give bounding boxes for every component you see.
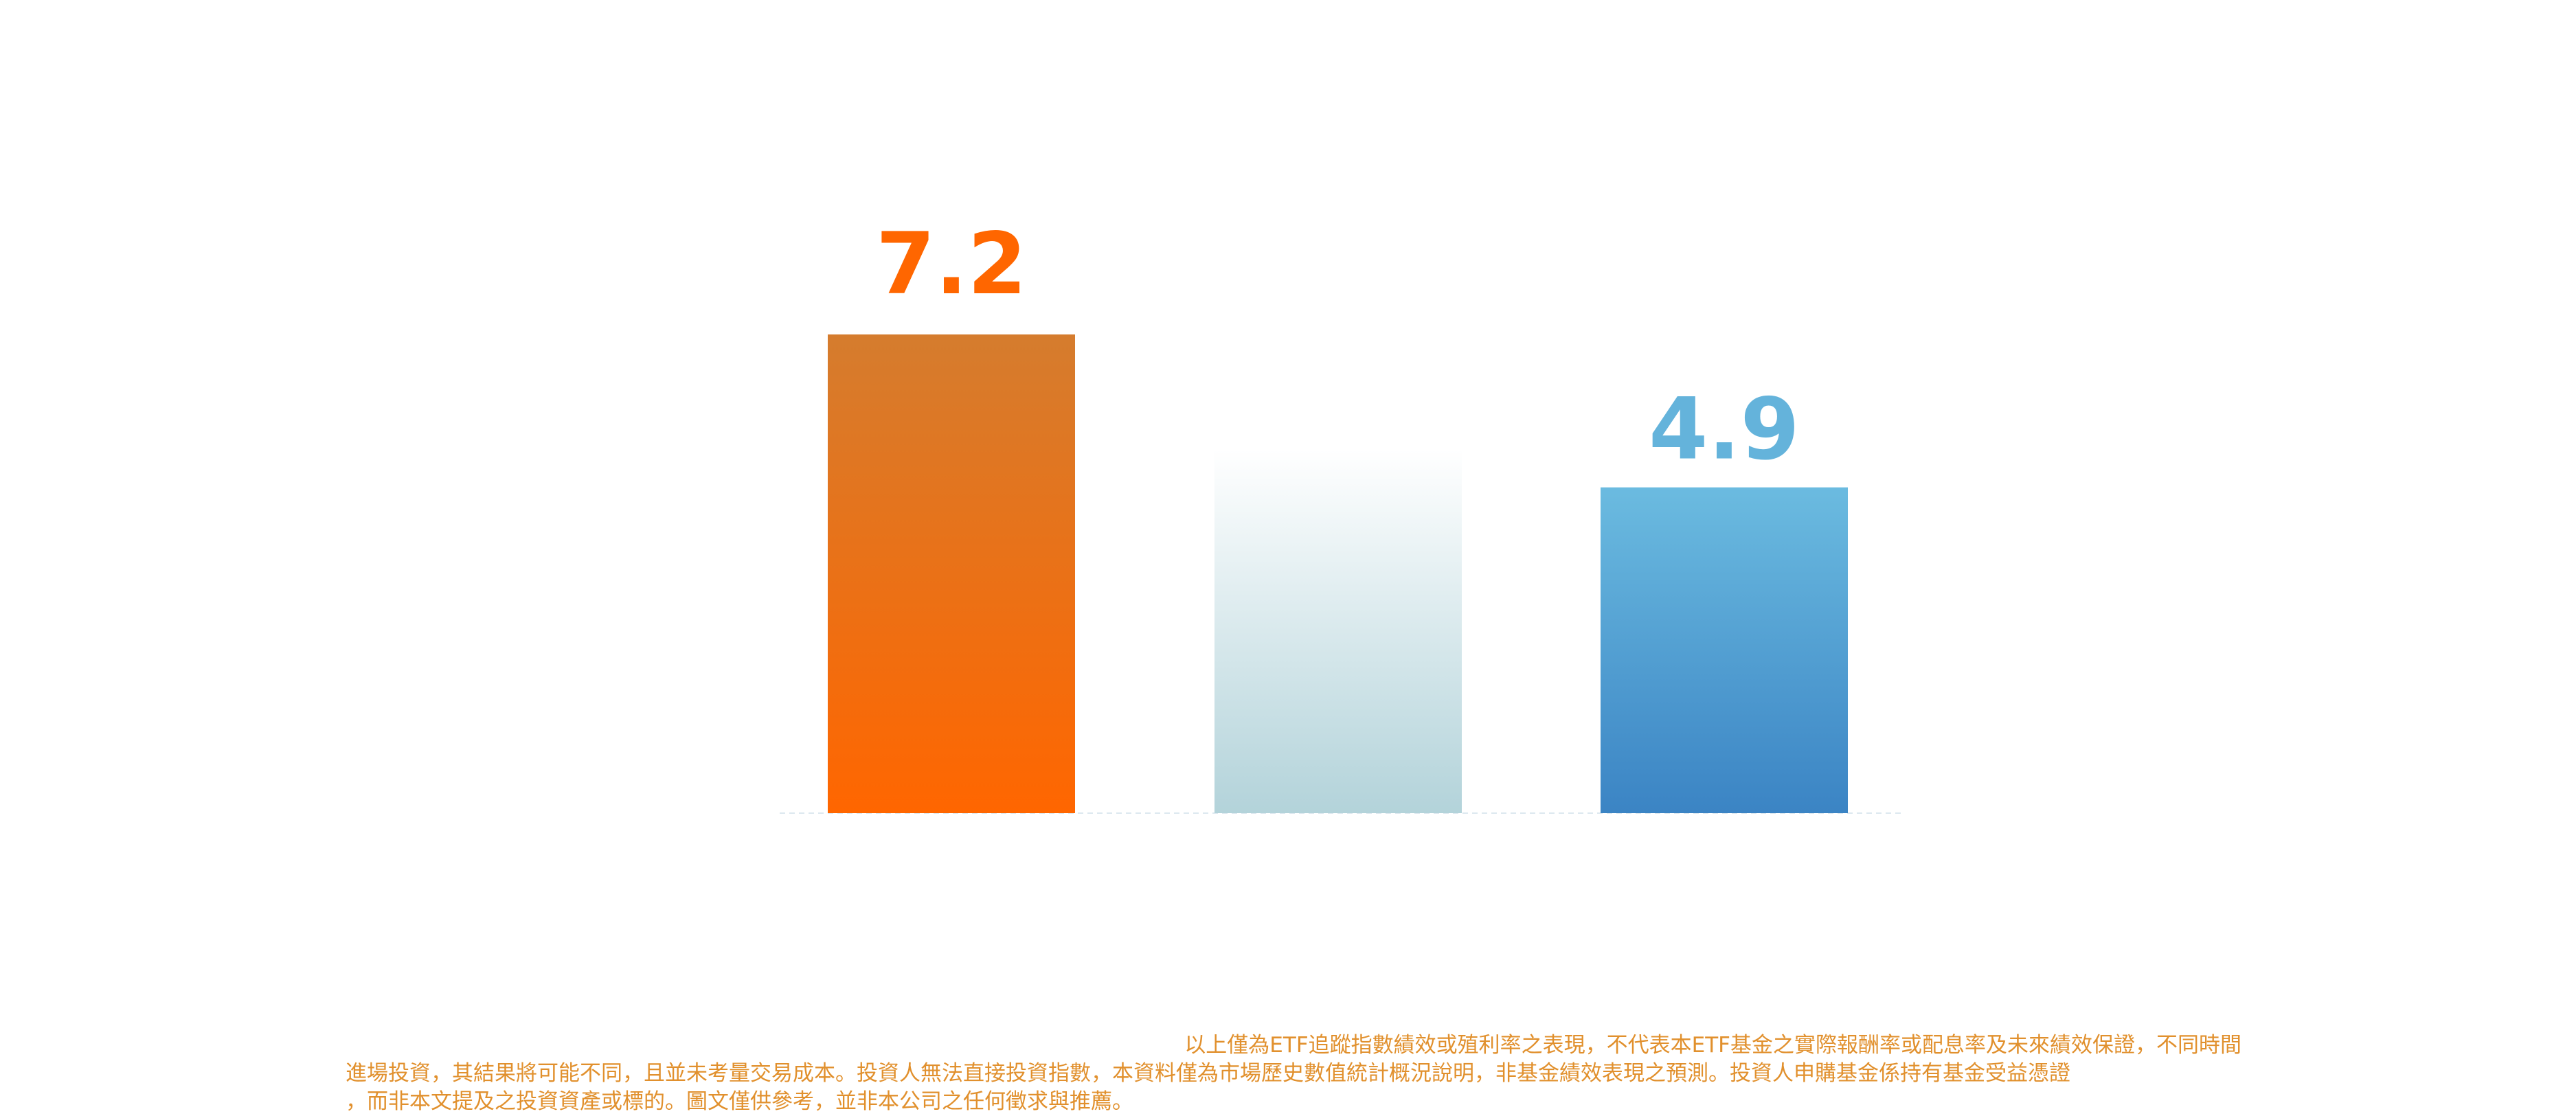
bar-1 — [828, 334, 1075, 813]
disclaimer-line-1: 以上僅為ETF追蹤指數績效或殖利率之表現，不代表本ETF基金之實際報酬率或配息率… — [1184, 1033, 2241, 1058]
data-label-bar-1: 7.2 — [876, 215, 1027, 314]
bar-3 — [1601, 487, 1848, 813]
disclaimer-text: 以上僅為ETF追蹤指數績效或殖利率之表現，不代表本ETF基金之實際報酬率或配息率… — [346, 1032, 2241, 1116]
disclaimer-line-3: ，而非本文提及之投資資產或標的。圖文僅供參考，並非本公司之任何徵求與推薦。 — [346, 1089, 1133, 1114]
data-label-bar-3: 4.9 — [1649, 380, 1800, 479]
disclaimer-line-2: 進場投資，其結果將可能不同，且並未考量交易成本。投資人無法直接投資指數，本資料僅… — [346, 1061, 2070, 1086]
bar-2 — [1214, 449, 1462, 813]
